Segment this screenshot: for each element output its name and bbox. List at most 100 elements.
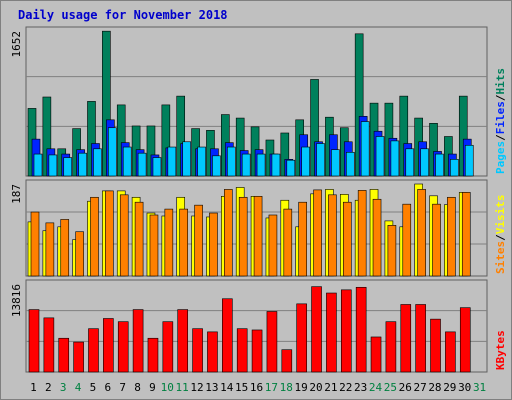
bar-hits-pages <box>450 159 459 177</box>
bar-kbytes-kbytes <box>132 309 144 373</box>
bar-hits-pages <box>301 146 310 177</box>
x-tick-label: 5 <box>90 381 97 394</box>
x-tick-label: 24 <box>369 381 383 394</box>
bar-kbytes-kbytes <box>177 309 189 373</box>
x-tick-label: 12 <box>190 381 203 394</box>
bar-visits-sites <box>45 222 55 277</box>
bar-hits-pages <box>33 153 43 177</box>
bar-hits-pages <box>197 146 206 177</box>
x-tick-label: 22 <box>339 381 352 394</box>
x-tick-label: 11 <box>176 381 189 394</box>
bar-hits-pages <box>464 144 474 177</box>
bar-kbytes-kbytes <box>430 318 441 373</box>
y-max-label-hits: 1652 <box>10 31 23 58</box>
bar-kbytes-kbytes <box>340 289 352 373</box>
bar-visits-sites <box>179 208 189 277</box>
x-tick-label: 25 <box>384 381 397 394</box>
x-tick-label: 17 <box>265 381 278 394</box>
bar-visits-sites <box>60 219 70 277</box>
bar-kbytes-kbytes <box>43 317 55 373</box>
x-tick-label: 4 <box>75 381 82 394</box>
x-tick-label: 1 <box>30 381 37 394</box>
x-tick-label: 28 <box>428 381 441 394</box>
bar-hits-pages <box>435 153 444 177</box>
bar-kbytes-kbytes <box>355 286 367 373</box>
x-tick-label: 20 <box>309 381 322 394</box>
bar-visits-sites <box>328 194 337 277</box>
legend-item-kbytes: KBytes <box>494 330 507 370</box>
legend-separator: / <box>494 134 507 141</box>
legend-item-hits: Hits <box>494 68 507 95</box>
y-max-label-kbytes: 13816 <box>10 284 23 317</box>
bar-visits-sites <box>461 192 471 277</box>
x-tick-label: 3 <box>60 381 67 394</box>
bar-kbytes-kbytes <box>266 311 278 373</box>
bar-visits-sites <box>30 211 40 277</box>
x-tick-label: 18 <box>280 381 293 394</box>
bar-visits-sites <box>342 201 352 277</box>
bar-kbytes-kbytes <box>311 286 322 373</box>
legend-item-files: Files <box>494 101 507 134</box>
x-tick-label: 13 <box>205 381 218 394</box>
x-tick-label: 26 <box>399 381 412 394</box>
bar-kbytes-kbytes <box>445 331 456 373</box>
chart-title: Daily usage for November 2018 <box>18 8 228 22</box>
bar-kbytes-kbytes <box>207 331 218 373</box>
bar-hits-pages <box>420 148 429 177</box>
bar-hits-pages <box>108 127 117 177</box>
bar-hits-pages <box>63 157 73 177</box>
bar-visits-sites <box>149 214 159 277</box>
legend-separator: / <box>494 234 507 241</box>
bar-kbytes-kbytes <box>459 307 471 373</box>
bar-visits-sites <box>194 204 203 277</box>
bar-visits-sites <box>268 214 278 277</box>
bar-hits-pages <box>271 153 281 177</box>
bar-kbytes-kbytes <box>117 321 129 373</box>
bar-kbytes-kbytes <box>415 304 426 373</box>
x-tick-label: 16 <box>250 381 263 394</box>
bar-visits-sites <box>372 198 382 277</box>
x-tick-label: 8 <box>134 381 141 394</box>
x-tick-label: 7 <box>119 381 126 394</box>
bar-kbytes-kbytes <box>251 329 263 373</box>
bar-hits-pages <box>137 152 147 177</box>
bar-hits-pages <box>316 143 325 177</box>
bar-visits-sites <box>402 203 412 277</box>
bar-hits-pages <box>93 148 102 177</box>
bar-kbytes-kbytes <box>192 328 203 373</box>
y-max-label-visits: 187 <box>10 184 23 204</box>
bar-hits-pages <box>152 157 162 177</box>
x-tick-label: 31 <box>473 381 486 394</box>
bar-visits-sites <box>432 203 441 277</box>
x-tick-label: 6 <box>104 381 111 394</box>
legend-visits: Sites/Visits <box>494 195 507 275</box>
legend-separator: / <box>494 94 507 101</box>
bar-hits-pages <box>241 153 251 177</box>
legend-kbytes: KBytes <box>494 330 507 370</box>
bar-hits-pages <box>227 146 236 177</box>
bar-hits-pages <box>78 152 87 177</box>
bar-kbytes-kbytes <box>385 321 397 373</box>
bar-visits-sites <box>105 190 114 277</box>
bar-visits-sites <box>209 212 218 277</box>
x-tick-label: 10 <box>161 381 174 394</box>
bar-kbytes-kbytes <box>88 328 99 373</box>
x-tick-label: 9 <box>149 381 156 394</box>
legend-item-pages: Pages <box>494 141 507 174</box>
bar-hits-pages <box>182 141 192 177</box>
bar-hits-pages <box>345 152 355 177</box>
bar-visits-sites <box>417 189 426 277</box>
bar-hits-pages <box>286 159 296 177</box>
bar-visits-sites <box>313 189 322 277</box>
bar-visits-sites <box>164 208 174 277</box>
bar-kbytes-kbytes <box>296 303 307 373</box>
bar-hits-pages <box>212 155 221 177</box>
bar-visits-sites <box>357 190 367 277</box>
bar-visits-sites <box>253 195 263 277</box>
x-tick-label: 19 <box>294 381 307 394</box>
bar-visits-sites <box>134 201 144 277</box>
bar-visits-sites <box>447 196 456 277</box>
x-tick-label: 30 <box>458 381 471 394</box>
x-tick-label: 23 <box>354 381 367 394</box>
